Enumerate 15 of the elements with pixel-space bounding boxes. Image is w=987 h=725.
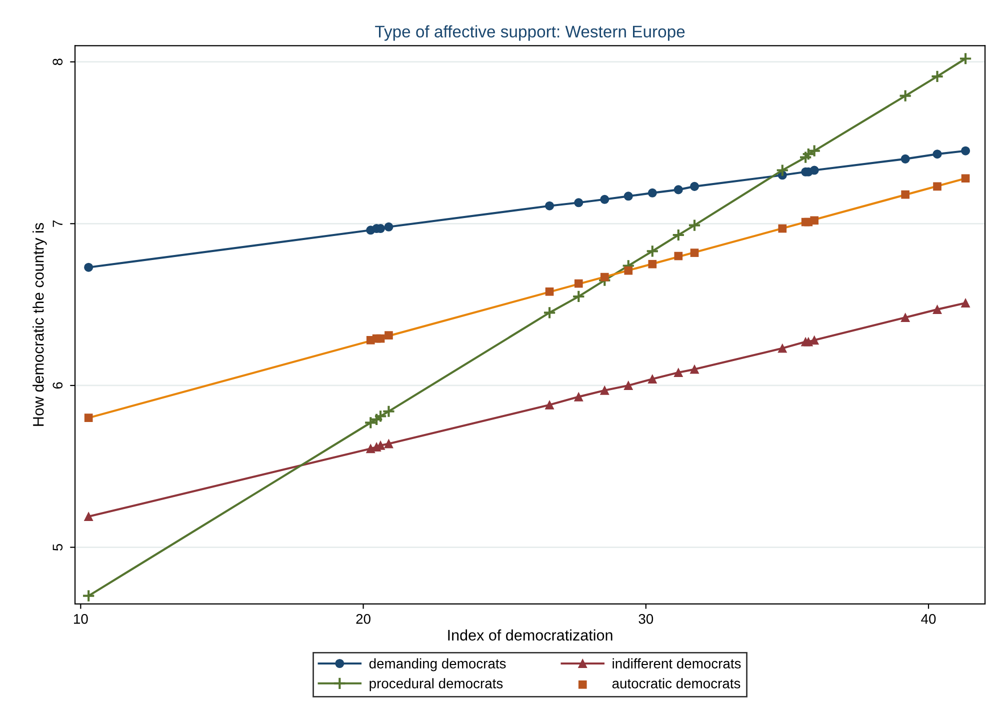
legend-label: procedural democrats <box>370 678 503 692</box>
x-tick-label: 30 <box>638 614 654 624</box>
y-tick-label: 6 <box>52 382 63 389</box>
x-tick-label: 20 <box>356 614 370 624</box>
x-tick-label: 40 <box>921 614 936 624</box>
chart-title: Type of affective support: Western Europe <box>375 25 685 41</box>
legend-label: demanding democrats <box>369 658 506 672</box>
x-axis-title: Index of democratization <box>448 629 612 641</box>
legend-label: autocratic democrats <box>612 678 740 688</box>
y-tick-label: 5 <box>52 544 63 551</box>
y-axis-title: How democratic the country is <box>32 223 47 426</box>
y-tick-label: 8 <box>52 58 63 66</box>
x-tick-label: 10 <box>74 614 88 624</box>
legend-label: indifferent democrats <box>612 658 741 668</box>
y-tick-label: 7 <box>52 220 62 227</box>
